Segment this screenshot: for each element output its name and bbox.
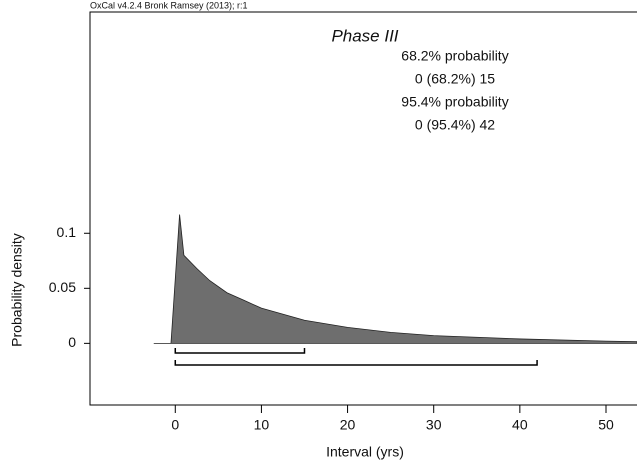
x-axis-label: Interval (yrs)	[326, 444, 404, 460]
range-text: 0 (68.2%) 15	[415, 71, 495, 87]
y-tick-label: 0.1	[57, 224, 77, 240]
x-tick-label: 0	[171, 417, 179, 433]
range-text: 0 (95.4%) 42	[415, 117, 495, 133]
x-tick-label: 20	[340, 417, 356, 433]
range-label: 68.2% probability	[401, 48, 508, 64]
range-bracket	[174, 360, 538, 366]
chart-title: Phase III	[331, 26, 398, 45]
density-area	[153, 214, 637, 344]
y-tick-label: 0	[68, 334, 76, 350]
x-tick-label: 30	[426, 417, 442, 433]
y-axis-label: Probability density	[9, 233, 25, 347]
range-bracket	[174, 348, 306, 354]
range-label: 95.4% probability	[401, 94, 508, 110]
caption: OxCal v4.2.4 Bronk Ramsey (2013); r:1	[90, 0, 248, 10]
x-tick-label: 10	[254, 417, 270, 433]
plot-frame	[89, 11, 637, 406]
x-tick-label: 50	[598, 417, 614, 433]
x-tick-label: 40	[512, 417, 528, 433]
y-tick-label: 0.05	[49, 279, 76, 295]
